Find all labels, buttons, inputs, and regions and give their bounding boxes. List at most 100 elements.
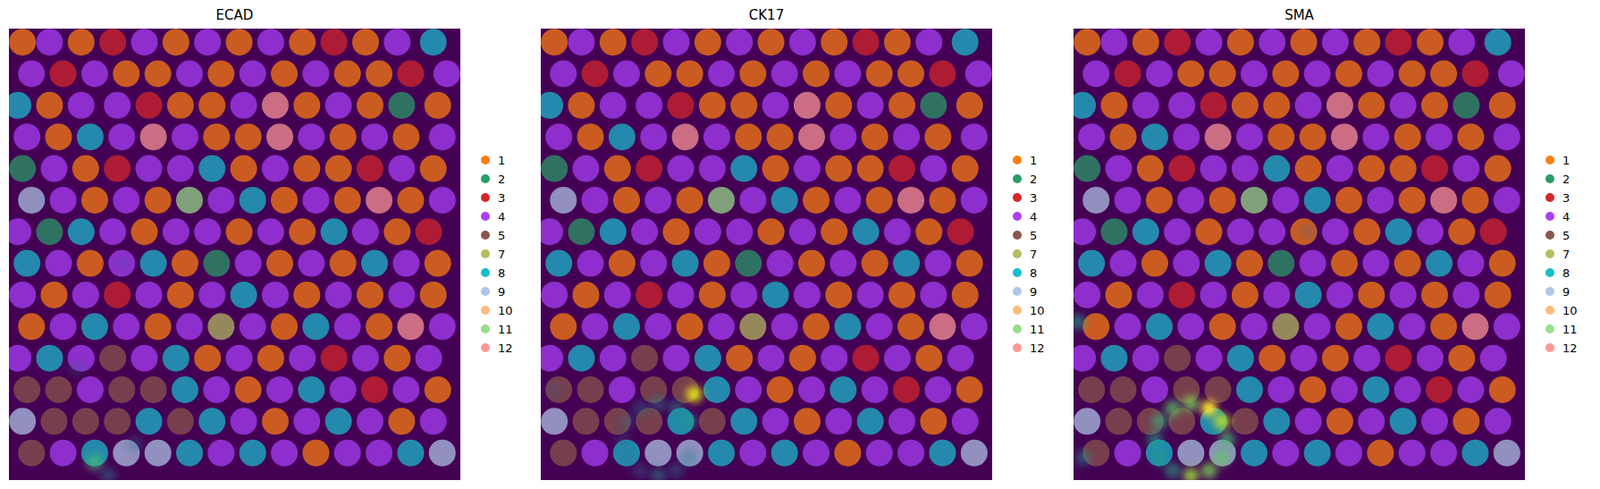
cell bbox=[193, 218, 221, 245]
cell bbox=[1073, 92, 1096, 119]
cell bbox=[50, 186, 77, 214]
legend-swatch bbox=[1545, 324, 1555, 334]
cell bbox=[356, 155, 384, 183]
cell bbox=[857, 407, 885, 435]
cell bbox=[694, 28, 722, 56]
legend-item: 3 bbox=[480, 191, 506, 205]
cell bbox=[35, 218, 63, 245]
cell bbox=[41, 407, 68, 435]
cell bbox=[960, 123, 988, 151]
cell bbox=[387, 92, 415, 119]
cell bbox=[1227, 345, 1255, 372]
cell bbox=[334, 439, 362, 467]
cell bbox=[1227, 28, 1255, 56]
cell bbox=[1168, 281, 1196, 309]
marker-signal bbox=[1201, 400, 1218, 417]
cell bbox=[928, 439, 956, 467]
cell bbox=[1362, 123, 1390, 151]
cell bbox=[266, 123, 294, 151]
legend-item: 11 bbox=[1012, 322, 1045, 337]
cell bbox=[698, 407, 726, 435]
cell bbox=[888, 155, 916, 183]
legend-item: 3 bbox=[1012, 191, 1037, 205]
panel: CK1712345789101112 bbox=[536, 7, 1045, 484]
cell bbox=[1430, 439, 1457, 467]
legend-label: 4 bbox=[1029, 210, 1037, 224]
cell bbox=[171, 376, 199, 404]
cell bbox=[1493, 186, 1521, 214]
cell bbox=[235, 376, 262, 404]
legend-label: 5 bbox=[1029, 228, 1037, 243]
cell bbox=[1231, 155, 1259, 183]
cell bbox=[1100, 92, 1128, 119]
cell bbox=[387, 281, 415, 309]
cell bbox=[960, 312, 988, 340]
cell bbox=[103, 281, 131, 309]
cell bbox=[270, 312, 298, 340]
cell bbox=[383, 218, 411, 245]
cell bbox=[739, 439, 767, 467]
legend-label: 8 bbox=[1562, 266, 1570, 280]
cell bbox=[202, 123, 230, 151]
cell bbox=[361, 123, 388, 151]
cell bbox=[549, 439, 577, 467]
cell bbox=[577, 376, 605, 404]
legend-label: 9 bbox=[1029, 285, 1037, 299]
cell bbox=[802, 186, 830, 214]
cell bbox=[581, 312, 609, 340]
cell bbox=[762, 281, 790, 309]
cell bbox=[599, 218, 627, 245]
cell bbox=[108, 123, 135, 151]
cell bbox=[433, 60, 461, 88]
legend-label: 5 bbox=[497, 228, 506, 243]
marker-signal bbox=[618, 449, 635, 466]
cell bbox=[802, 312, 830, 340]
cell bbox=[915, 218, 943, 245]
cell bbox=[266, 376, 294, 404]
cell bbox=[135, 92, 163, 119]
legend-label: 7 bbox=[1562, 247, 1570, 262]
cell bbox=[176, 312, 203, 340]
cell bbox=[35, 28, 63, 56]
cell bbox=[72, 281, 100, 309]
cell bbox=[1110, 123, 1137, 151]
cell bbox=[1195, 28, 1223, 56]
cell bbox=[1240, 439, 1268, 467]
cell bbox=[577, 123, 605, 151]
cell bbox=[13, 250, 41, 278]
cell bbox=[226, 345, 253, 372]
cell bbox=[288, 218, 316, 245]
cell bbox=[771, 186, 799, 214]
cell bbox=[13, 123, 41, 151]
cell bbox=[1295, 155, 1323, 183]
cell bbox=[230, 155, 258, 183]
legend-item: 2 bbox=[1012, 172, 1037, 186]
cell bbox=[302, 439, 329, 467]
cell bbox=[1489, 376, 1516, 404]
legend-item: 5 bbox=[1012, 228, 1037, 243]
cell bbox=[429, 186, 456, 214]
marker-signal bbox=[1213, 449, 1230, 466]
cell bbox=[1389, 407, 1417, 435]
cell bbox=[960, 439, 988, 467]
cell bbox=[1330, 123, 1358, 151]
cell bbox=[1362, 376, 1390, 404]
legend-item: 7 bbox=[1545, 247, 1570, 262]
cell bbox=[424, 92, 452, 119]
cell bbox=[1421, 92, 1449, 119]
cell bbox=[549, 312, 577, 340]
legend-item: 11 bbox=[1545, 322, 1578, 337]
cell bbox=[866, 312, 893, 340]
cell bbox=[352, 345, 379, 372]
cell bbox=[1299, 250, 1327, 278]
legend-item: 8 bbox=[1012, 266, 1037, 280]
cell bbox=[1136, 281, 1164, 309]
marker-signal bbox=[614, 431, 631, 448]
cell bbox=[8, 407, 36, 435]
legend-item: 4 bbox=[480, 210, 506, 224]
marker-signal bbox=[1164, 462, 1181, 479]
cell bbox=[103, 92, 131, 119]
cell bbox=[420, 28, 447, 56]
cell bbox=[1421, 407, 1449, 435]
cell bbox=[198, 407, 226, 435]
